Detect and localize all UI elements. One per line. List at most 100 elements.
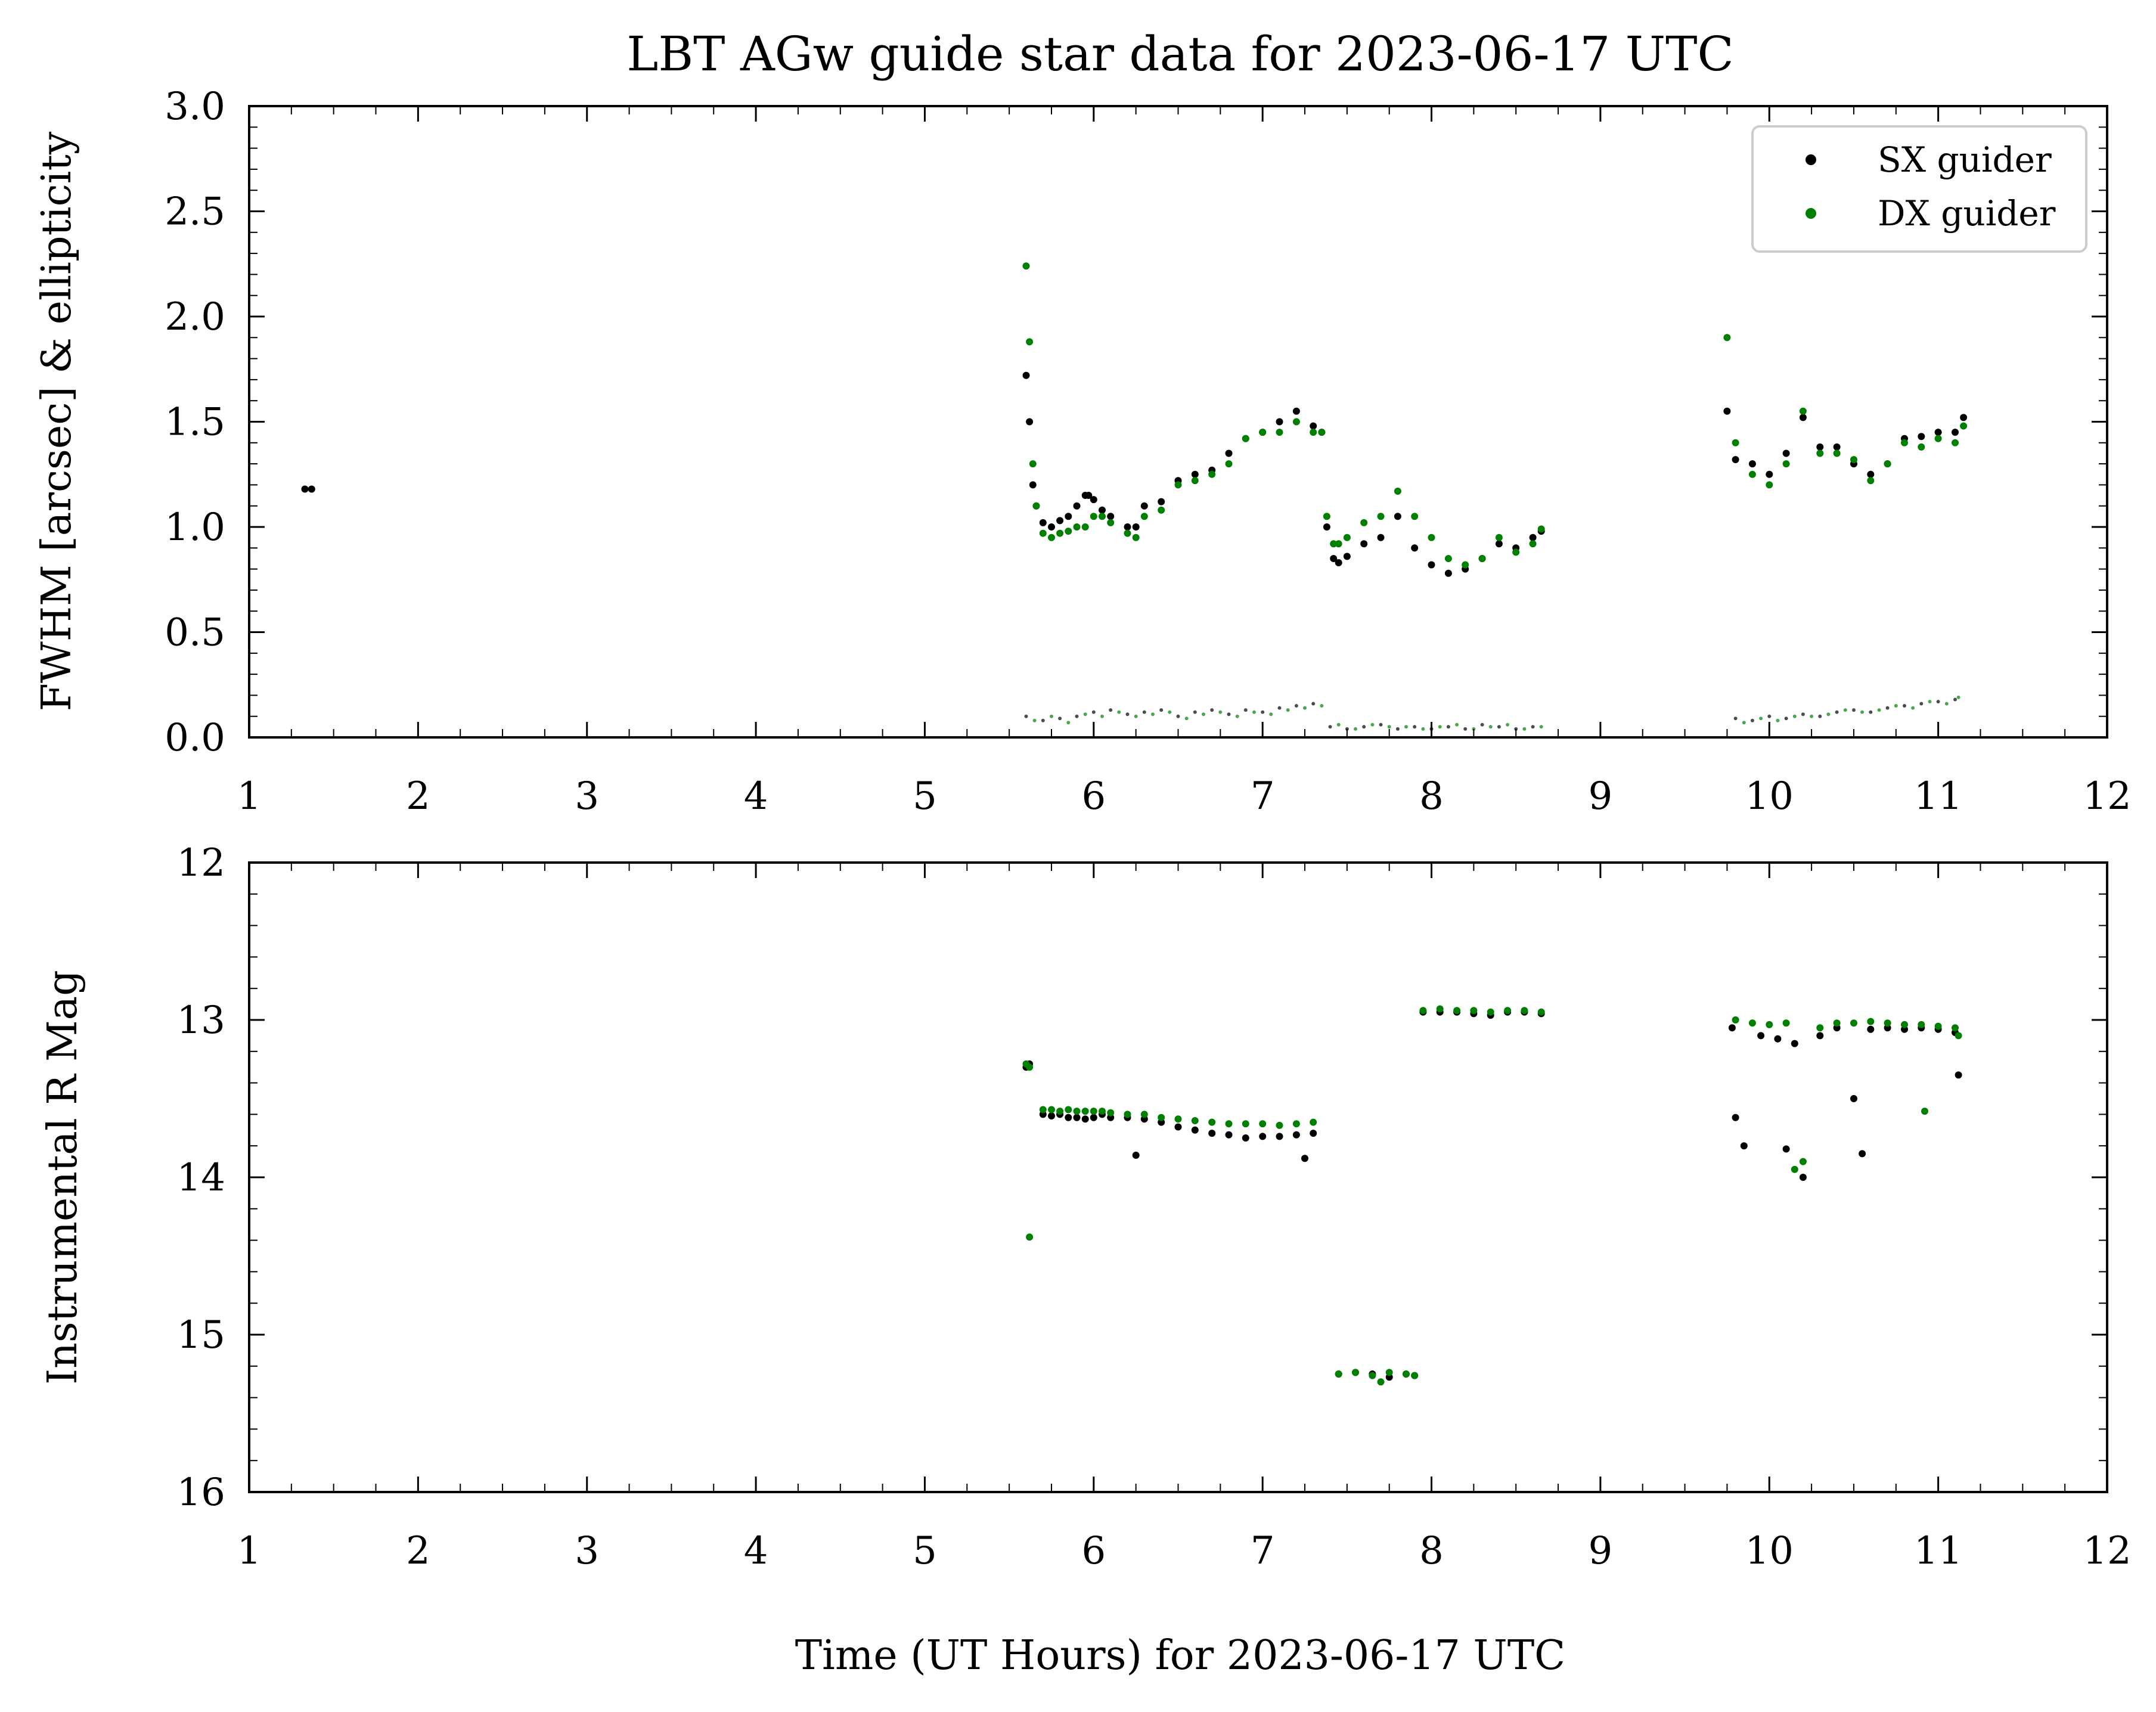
point-sx-guider [1140, 502, 1148, 510]
point-dx-ellipticity [1032, 718, 1037, 722]
point-dx-guider [1174, 1115, 1182, 1123]
point-sx-guider [1740, 1142, 1748, 1150]
point-dx-guider [1867, 477, 1875, 485]
point-sx-ellipticity [1159, 708, 1164, 712]
point-sx-guider [1774, 1035, 1782, 1043]
point-sx-guider [1330, 555, 1338, 562]
point-sx-ellipticity [1294, 704, 1298, 708]
point-sx-guider [1343, 553, 1351, 560]
point-sx-ellipticity [1480, 722, 1484, 727]
point-dx-guider [1225, 460, 1233, 468]
point-dx-ellipticity [1404, 725, 1408, 729]
point-sx-guider [1085, 492, 1093, 499]
point-dx-ellipticity [1944, 702, 1949, 706]
point-dx-ellipticity [1218, 710, 1223, 714]
point-dx-guider [1850, 456, 1857, 463]
point-dx-guider [1158, 1114, 1165, 1121]
fwhm-axes-frame [248, 105, 2108, 739]
point-sx-ellipticity [1109, 708, 1113, 712]
point-sx-ellipticity [1818, 714, 1822, 718]
point-sx-guider [1444, 569, 1452, 577]
point-dx-guider [1029, 460, 1037, 468]
point-sx-ellipticity [1125, 712, 1130, 717]
point-sx-ellipticity [1852, 708, 1856, 712]
point-sx-guider [1276, 418, 1283, 426]
point-sx-guider [1225, 449, 1233, 457]
y-tick-label: 14 [177, 1156, 225, 1200]
point-dx-guider [1537, 1008, 1545, 1016]
point-dx-guider [1107, 1109, 1115, 1116]
point-dx-guider [1537, 525, 1545, 533]
point-sx-guider [1310, 422, 1317, 430]
point-dx-ellipticity [1810, 714, 1814, 718]
x-tick-label: 10 [1745, 1529, 1794, 1573]
point-dx-guider [1276, 1121, 1283, 1129]
point-dx-guider [1952, 439, 1959, 446]
point-dx-guider [1276, 429, 1283, 436]
x-tick-label: 10 [1745, 774, 1794, 818]
point-dx-ellipticity [1184, 717, 1189, 721]
x-tick-label: 9 [1589, 774, 1613, 818]
point-dx-ellipticity [1336, 722, 1341, 727]
point-dx-guider [1242, 435, 1249, 442]
magnitude-axes-frame [248, 861, 2108, 1493]
point-dx-guider [1259, 429, 1267, 436]
point-sx-guider [1292, 1131, 1300, 1139]
point-dx-guider [1732, 1016, 1739, 1024]
point-sx-ellipticity [1075, 714, 1079, 718]
x-tick-label: 3 [575, 774, 599, 818]
point-sx-ellipticity [1091, 710, 1096, 714]
x-tick-label: 11 [1914, 774, 1962, 818]
point-dx-guider [1934, 435, 1942, 442]
point-sx-guider [1934, 429, 1942, 436]
point-sx-ellipticity [1345, 727, 1349, 731]
point-dx-ellipticity [1792, 714, 1797, 718]
point-sx-ellipticity [1446, 725, 1450, 729]
point-dx-guider [1292, 418, 1300, 426]
point-dx-ellipticity [1488, 725, 1493, 729]
point-dx-guider [1952, 1024, 1959, 1032]
point-dx-ellipticity [1438, 725, 1442, 729]
point-sx-ellipticity [1497, 725, 1501, 729]
y-tick-label: 2.0 [165, 295, 225, 339]
point-dx-guider [1884, 1019, 1891, 1027]
point-dx-guider [1056, 529, 1064, 537]
point-sx-guider [1048, 1112, 1055, 1119]
point-sx-guider [1833, 443, 1841, 451]
point-sx-guider [1292, 407, 1300, 415]
point-dx-guider [1934, 1022, 1942, 1030]
point-dx-ellipticity [1928, 700, 1932, 703]
point-sx-guider [1301, 1155, 1308, 1162]
point-dx-ellipticity [1421, 727, 1425, 731]
point-dx-guider [1310, 1118, 1317, 1126]
point-sx-ellipticity [1395, 727, 1400, 731]
point-dx-guider [1444, 555, 1452, 562]
point-sx-ellipticity [1328, 725, 1332, 729]
point-sx-ellipticity [1142, 710, 1146, 714]
point-sx-guider [1276, 1133, 1283, 1140]
point-dx-ellipticity [1776, 718, 1780, 722]
y-tick-label: 15 [177, 1313, 225, 1357]
point-dx-guider [1921, 1108, 1928, 1115]
point-sx-ellipticity [1835, 710, 1839, 714]
x-tick-label: 5 [913, 1529, 937, 1573]
point-dx-guider [1352, 1369, 1359, 1376]
point-dx-guider [1225, 1120, 1233, 1128]
point-sx-ellipticity [1801, 712, 1805, 717]
point-dx-guider [1833, 1019, 1841, 1027]
point-dx-guider [1955, 1032, 1962, 1040]
point-dx-guider [1323, 513, 1330, 520]
point-dx-guider [1099, 1108, 1106, 1115]
point-sx-guider [1782, 449, 1790, 457]
point-dx-guider [1816, 1024, 1824, 1032]
point-dx-guider [1521, 1007, 1528, 1015]
point-dx-guider [1436, 1005, 1444, 1013]
point-dx-guider [1026, 1233, 1034, 1241]
y-tick-label: 0.5 [165, 611, 225, 655]
point-dx-guider [1453, 1007, 1461, 1015]
point-sx-guider [1411, 544, 1419, 552]
point-dx-ellipticity [1860, 710, 1865, 714]
point-sx-guider [1952, 429, 1959, 436]
point-dx-guider [1478, 555, 1486, 562]
